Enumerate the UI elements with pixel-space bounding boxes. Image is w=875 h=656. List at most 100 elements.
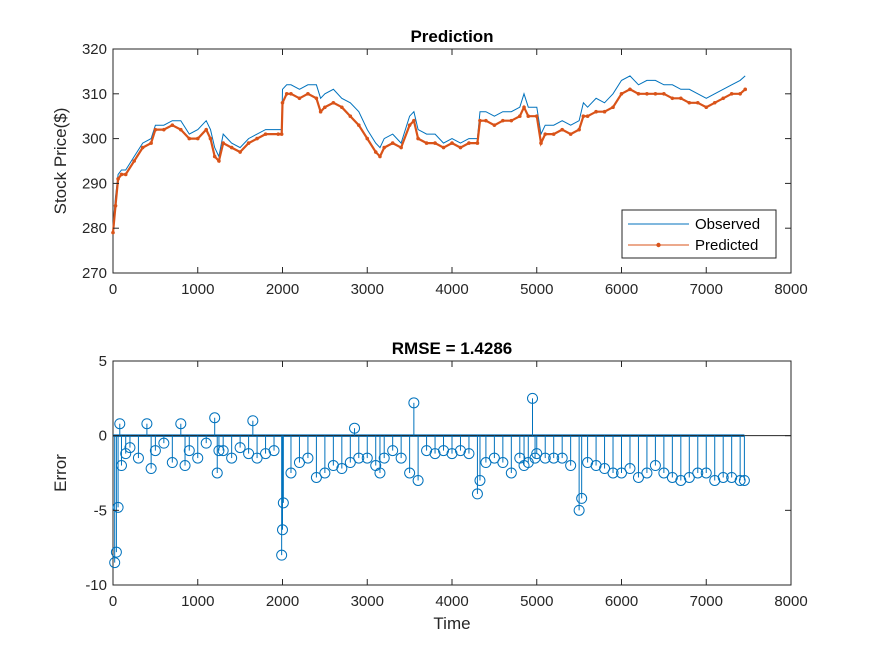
y-tick-label: 290 xyxy=(82,175,107,192)
stem-marker xyxy=(539,452,551,464)
data-point-predicted xyxy=(221,141,225,145)
data-point-predicted xyxy=(119,172,124,177)
x-tick-label: 6000 xyxy=(605,281,638,298)
stem-marker xyxy=(211,467,223,479)
stem-marker xyxy=(616,467,627,479)
stem-marker xyxy=(183,445,195,457)
data-point-predicted xyxy=(382,145,387,150)
stem-marker xyxy=(404,467,416,479)
stem-marker xyxy=(624,463,636,475)
data-point-predicted xyxy=(365,136,370,141)
legend-entry-observed: Observed xyxy=(695,216,760,233)
stem-marker xyxy=(145,463,157,475)
stem-marker xyxy=(166,457,178,469)
data-point-predicted xyxy=(170,123,175,127)
prediction-data-layer xyxy=(111,75,748,235)
data-point-predicted xyxy=(306,92,310,96)
data-point-predicted xyxy=(704,105,709,110)
data-point-predicted xyxy=(687,100,692,105)
x-tick-label: 7000 xyxy=(690,281,723,298)
stem-marker xyxy=(277,497,289,509)
data-point-predicted xyxy=(594,109,598,114)
stem-marker xyxy=(374,467,386,479)
stem-marker xyxy=(548,452,560,464)
data-point-predicted xyxy=(407,123,412,127)
stem-marker xyxy=(112,501,124,513)
data-point-predicted xyxy=(522,105,526,110)
legend: Observed Predicted xyxy=(621,209,777,259)
stem-marker xyxy=(179,460,191,472)
stem-marker xyxy=(110,546,122,558)
data-point-predicted xyxy=(331,100,336,105)
data-point-predicted xyxy=(441,145,446,150)
stem-marker xyxy=(243,448,255,460)
stem-marker xyxy=(717,471,729,483)
data-point-predicted xyxy=(636,92,641,96)
stem-marker xyxy=(175,418,187,430)
stem-marker xyxy=(387,445,399,457)
stem-marker xyxy=(361,452,373,464)
data-point-predicted xyxy=(518,114,522,118)
data-point-predicted xyxy=(111,230,115,235)
data-point-predicted xyxy=(712,100,717,105)
stem-marker xyxy=(251,452,263,464)
stem-marker xyxy=(149,445,161,457)
data-point-predicted xyxy=(187,136,192,141)
y-tick-label: 310 xyxy=(82,86,107,103)
data-point-predicted xyxy=(204,127,209,132)
stem-marker xyxy=(302,452,314,464)
data-point-predicted xyxy=(246,141,251,145)
stem-marker xyxy=(497,457,509,469)
prediction-title: Prediction xyxy=(410,27,493,46)
stem-marker xyxy=(738,474,750,486)
data-point-predicted xyxy=(560,127,564,132)
stem-marker xyxy=(209,412,221,424)
stem-marker xyxy=(692,467,704,479)
data-point-predicted xyxy=(568,132,573,136)
stem-marker xyxy=(344,457,356,469)
data-point-predicted xyxy=(679,96,683,101)
data-point-predicted xyxy=(577,127,581,132)
data-point-predicted xyxy=(526,114,531,118)
data-point-predicted xyxy=(323,105,327,110)
data-point-predicted xyxy=(238,150,242,154)
data-point-predicted xyxy=(478,118,482,123)
stem-marker xyxy=(268,445,280,457)
error-title: RMSE = 1.4286 xyxy=(392,339,513,358)
stem-marker xyxy=(505,467,517,479)
data-point-predicted xyxy=(356,123,361,127)
error-y-axis-label: Error xyxy=(51,454,70,492)
stem-marker xyxy=(573,504,585,516)
stem-marker xyxy=(632,471,644,483)
stem-marker xyxy=(141,418,153,430)
stem-marker xyxy=(213,445,225,457)
data-point-predicted xyxy=(297,96,302,101)
y-tick-label: 5 xyxy=(99,353,107,370)
stem-marker xyxy=(247,415,259,427)
data-point-predicted xyxy=(153,127,158,132)
stem-marker xyxy=(641,467,653,479)
data-point-predicted xyxy=(475,141,480,145)
y-tick-label: 270 xyxy=(82,265,107,282)
stem-marker xyxy=(192,452,204,464)
stem-marker xyxy=(109,557,121,569)
data-point-predicted xyxy=(450,141,454,145)
stem-marker xyxy=(114,418,126,430)
stem-marker xyxy=(200,437,212,449)
stem-marker xyxy=(463,448,475,460)
data-point-predicted xyxy=(399,145,403,150)
stem-marker xyxy=(480,457,492,469)
x-tick-label: 1000 xyxy=(181,593,214,610)
stem-marker xyxy=(132,452,144,464)
stem-marker xyxy=(277,524,288,536)
x-tick-label: 0 xyxy=(109,593,117,610)
prediction-ticks: 0 1000 2000 3000 4000 5000 6000 7000 8000 270 280 2… xyxy=(82,41,808,298)
stem-marker xyxy=(158,437,170,449)
data-point-predicted xyxy=(229,145,234,150)
stem-marker xyxy=(658,467,670,479)
data-point-predicted xyxy=(581,114,586,118)
data-point-predicted xyxy=(140,145,145,150)
data-point-predicted xyxy=(179,127,183,132)
stem-marker xyxy=(226,452,238,464)
